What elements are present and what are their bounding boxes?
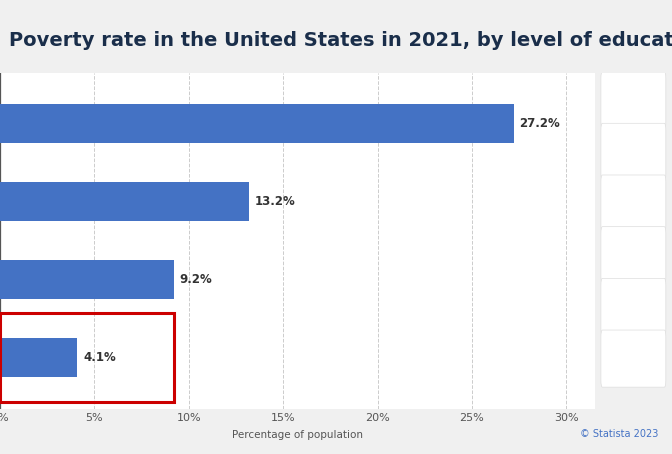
FancyBboxPatch shape bbox=[601, 278, 666, 336]
Text: 27.2%: 27.2% bbox=[519, 117, 560, 130]
FancyBboxPatch shape bbox=[601, 330, 666, 387]
Text: 9.2%: 9.2% bbox=[179, 273, 212, 286]
FancyBboxPatch shape bbox=[601, 175, 666, 232]
Text: © Statista 2023: © Statista 2023 bbox=[580, 429, 659, 439]
Bar bbox=[0, 104, 513, 143]
FancyBboxPatch shape bbox=[601, 123, 666, 180]
Text: 13.2%: 13.2% bbox=[255, 195, 296, 208]
FancyBboxPatch shape bbox=[601, 227, 666, 284]
Text: Poverty rate in the United States in 2021, by level of education: Poverty rate in the United States in 202… bbox=[9, 31, 672, 49]
Text: 4.1%: 4.1% bbox=[83, 351, 116, 364]
X-axis label: Percentage of population: Percentage of population bbox=[232, 430, 363, 440]
Bar bbox=[0, 182, 249, 221]
Bar bbox=[0, 260, 173, 299]
FancyBboxPatch shape bbox=[601, 72, 666, 129]
Bar bbox=[0, 338, 77, 377]
